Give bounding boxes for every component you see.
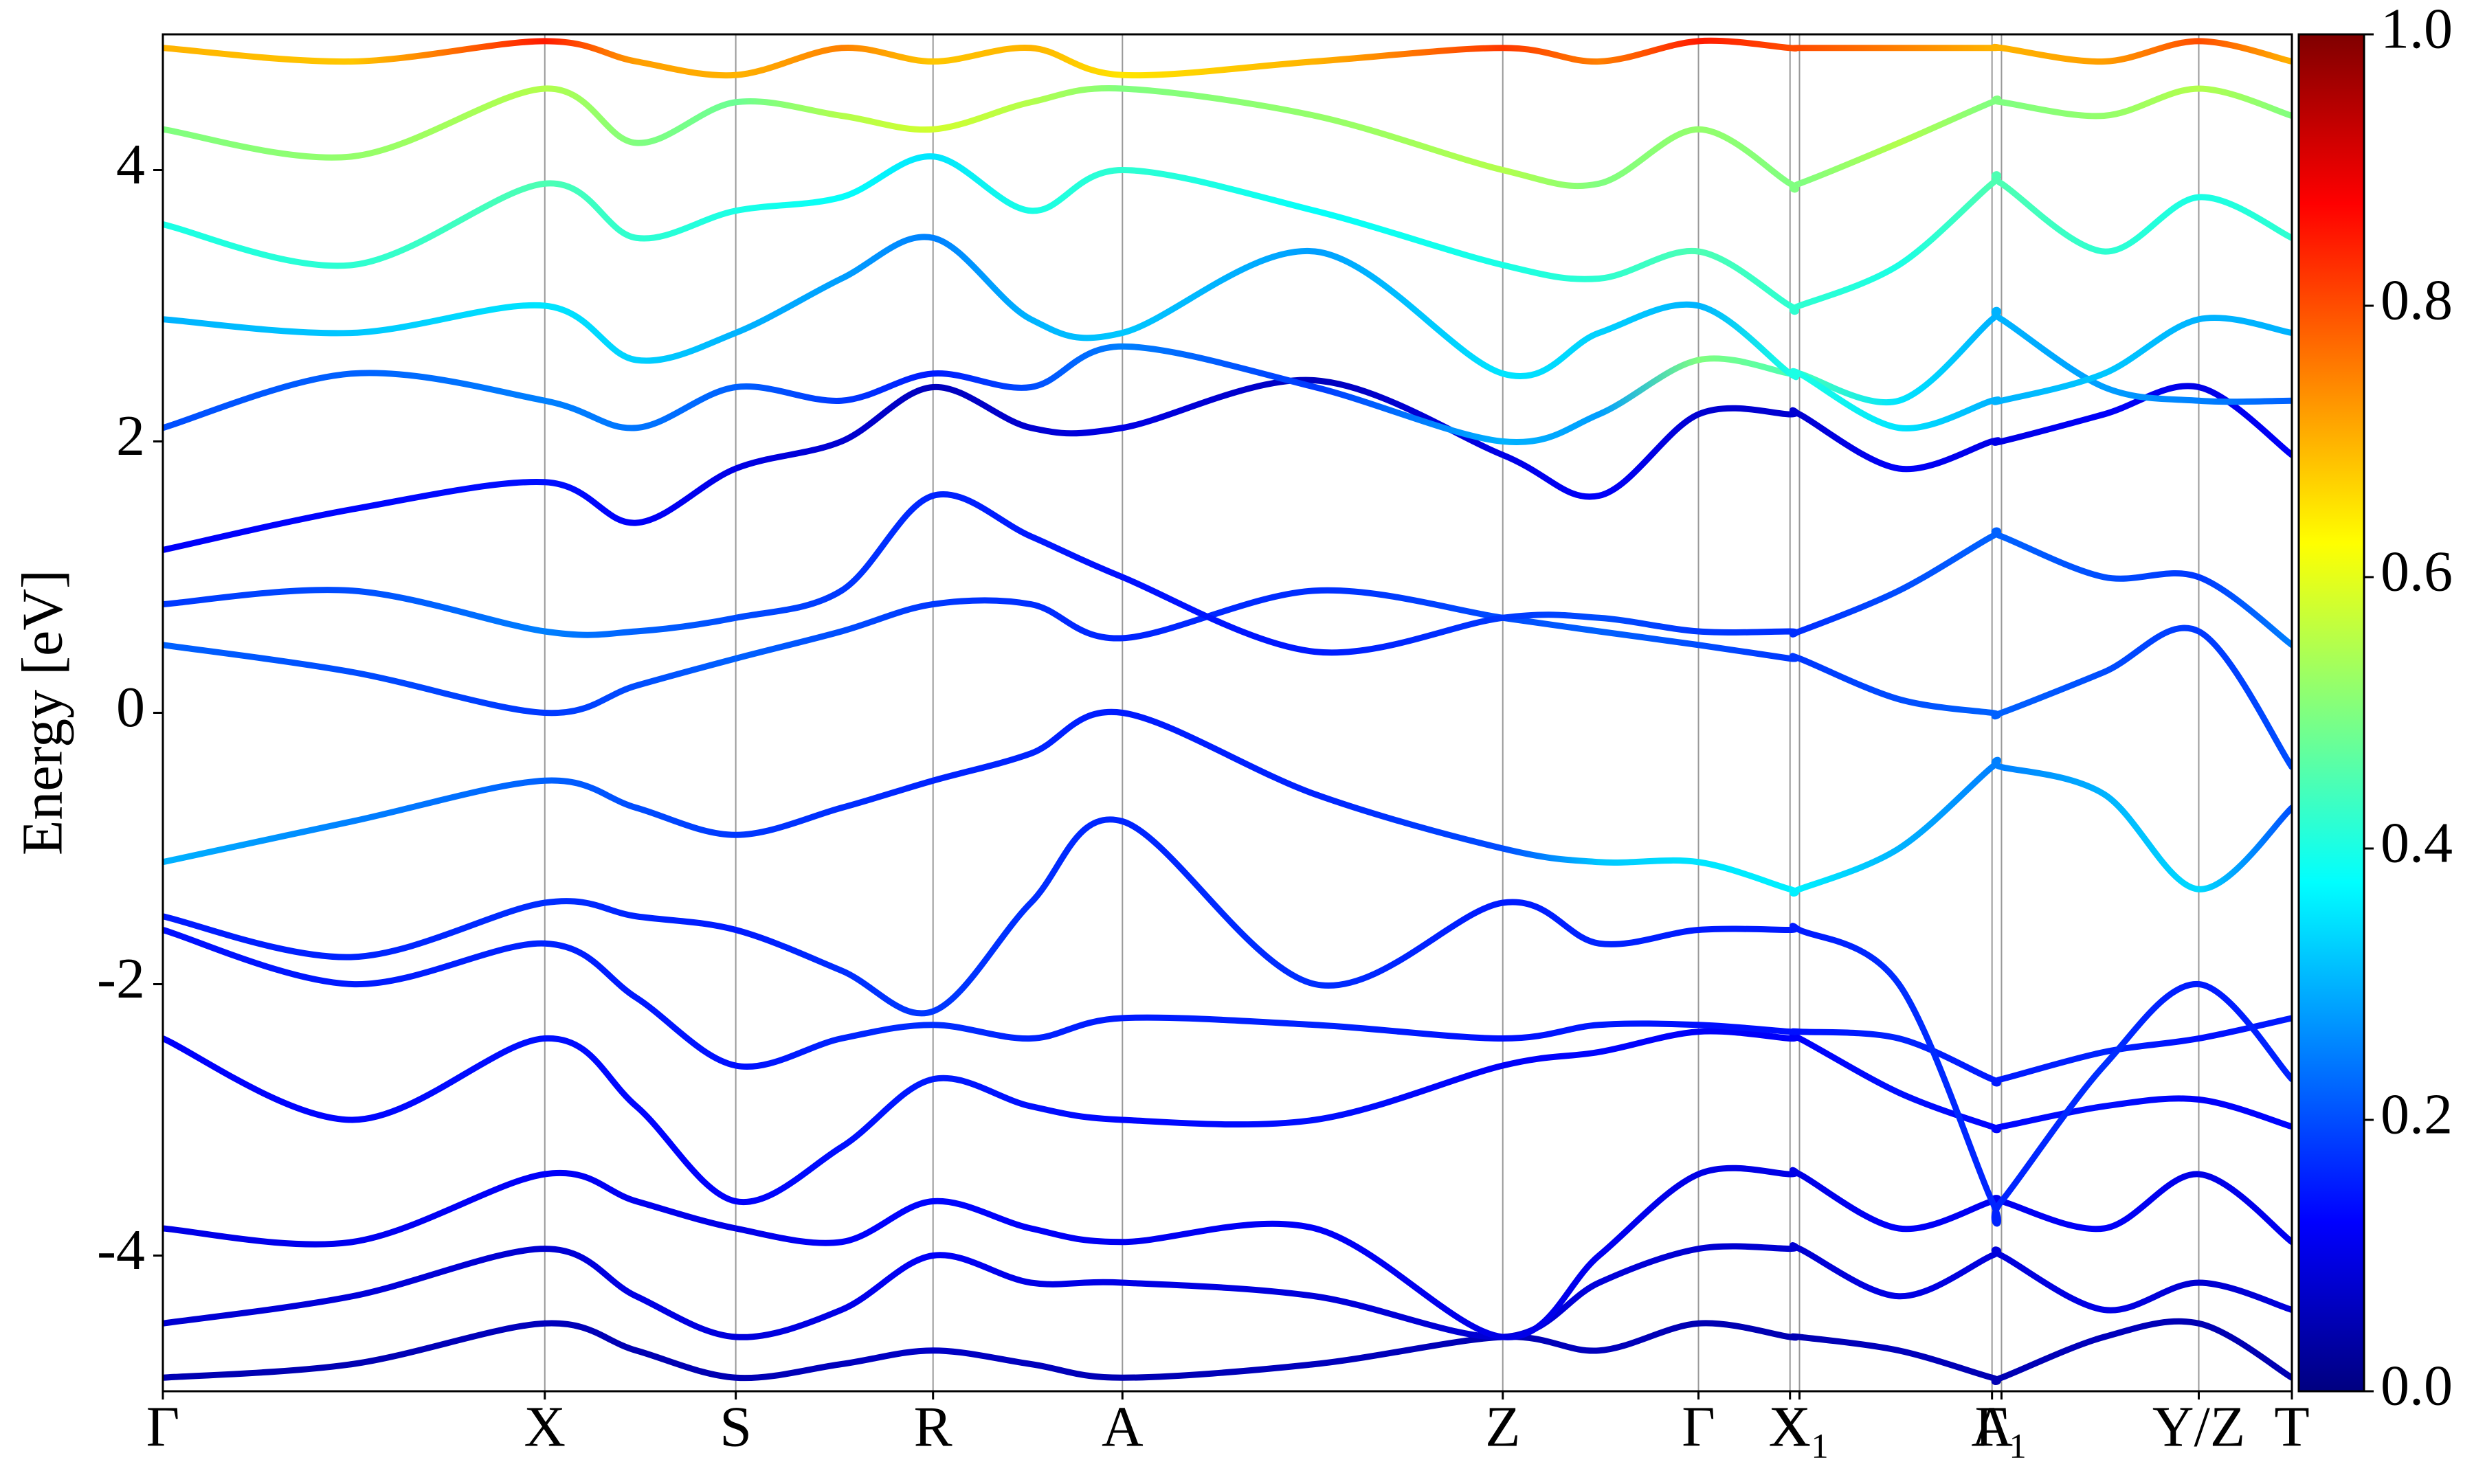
band	[163, 587, 2292, 770]
band	[163, 491, 2292, 656]
band	[163, 153, 2292, 315]
y-tick-label: -2	[97, 947, 145, 1011]
colorbar-tick-label: 0.8	[2381, 268, 2453, 332]
y-axis-label: Energy [eV]	[10, 570, 74, 855]
x-tick-label: X	[524, 1395, 566, 1459]
band	[163, 816, 2292, 1227]
x-tick-label: Γ	[146, 1395, 180, 1459]
colorbar	[2297, 33, 2365, 1393]
x-tick-label: S	[720, 1395, 752, 1459]
y-tick-label: 4	[116, 133, 145, 196]
plot-frame	[161, 33, 2293, 1393]
band	[163, 708, 2292, 897]
x-tick-label: X	[1769, 1395, 1811, 1459]
band	[163, 376, 2292, 553]
x-tick-label: A	[1971, 1395, 2013, 1459]
x-tick-label: Γ	[1682, 1395, 1715, 1459]
bands	[163, 37, 2292, 1385]
band	[163, 306, 2292, 445]
y-tick-label: -4	[97, 1218, 145, 1282]
y-tick-label: 0	[116, 675, 145, 739]
x-tick-label: Y/Z	[2152, 1395, 2245, 1459]
colorbar-tick-label: 1.0	[2381, 0, 2453, 60]
band	[163, 234, 2292, 431]
band	[163, 1028, 2292, 1206]
x-tick-label: X₁	[1769, 1395, 1831, 1459]
band	[163, 1318, 2292, 1385]
band	[163, 1165, 2292, 1340]
colorbar-tick-label: 0.2	[2381, 1082, 2453, 1146]
x-tick-label: T	[2274, 1395, 2309, 1459]
y-tick-label: 2	[116, 404, 145, 468]
x-tick-label: A	[1102, 1395, 1144, 1459]
x-tick-label: R	[914, 1395, 952, 1459]
colorbar-tick-label: 0.6	[2381, 539, 2453, 603]
band	[163, 37, 2292, 79]
colorbar-tick-label: 0.0	[2381, 1353, 2453, 1417]
x-tick-label: Γ₁	[1975, 1395, 2029, 1459]
band	[163, 85, 2292, 193]
band	[163, 1242, 2292, 1340]
x-tick-label: Z	[1485, 1395, 1520, 1459]
colorbar-tick-label: 0.4	[2381, 811, 2453, 875]
band	[163, 927, 2292, 1087]
